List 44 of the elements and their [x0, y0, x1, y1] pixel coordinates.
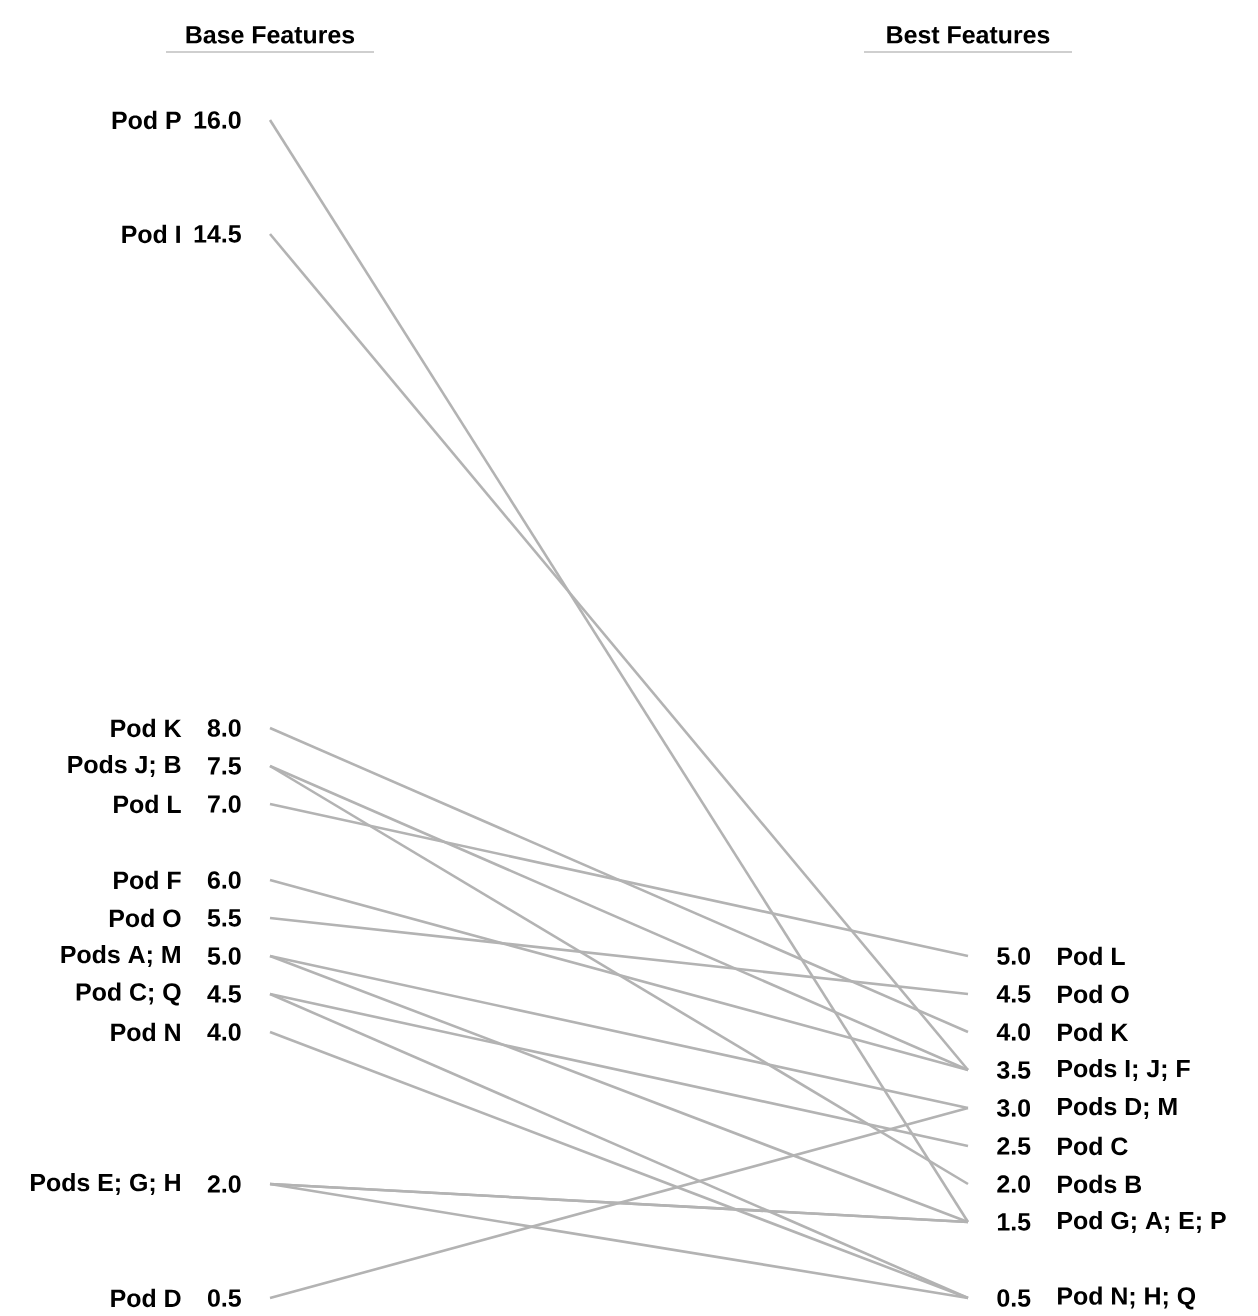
annotation: Pod I [122, 224, 180, 244]
data-label: 4.5 [207, 985, 241, 1003]
annotation: Pod L [114, 794, 181, 814]
data-label: 4.0 [207, 1023, 241, 1041]
data-label: 5.0 [207, 947, 241, 965]
data-label: 16.0 [194, 111, 241, 129]
data-label: 3.5 [996, 1061, 1031, 1079]
data-label: 5.0 [997, 947, 1031, 965]
annotation: Pods E; G; H [31, 1173, 180, 1195]
data-label: 0.5 [207, 1289, 241, 1307]
data-label: 1.5 [997, 1213, 1031, 1231]
annotation: Pod O [1058, 984, 1129, 1004]
annotation: Pod F [114, 870, 181, 890]
annotation: Pod C [1058, 1136, 1128, 1156]
data-label: 2.0 [207, 1175, 241, 1193]
x-tick-label: Base Features [186, 26, 355, 44]
data-label: 14.5 [194, 225, 241, 243]
data-label: 0.5 [997, 1289, 1031, 1307]
data-label: 7.5 [208, 757, 241, 775]
annotation: Pods I; J; F [1058, 1059, 1190, 1081]
data-label: 4.0 [996, 1023, 1031, 1041]
data-label: 8.0 [207, 719, 241, 737]
data-label: 6.0 [207, 871, 241, 889]
annotation: Pod L [1058, 946, 1125, 966]
annotation: Pod O [109, 908, 181, 928]
annotation: Pod G; A; E; P [1058, 1211, 1226, 1233]
annotation: Pod N [111, 1022, 180, 1042]
annotation: Pod P [112, 110, 181, 130]
annotation: Pod K [1058, 1022, 1129, 1042]
annotation: Pods J; B [68, 755, 181, 777]
data-label: 2.0 [997, 1175, 1031, 1193]
data-label: 4.5 [996, 985, 1031, 1003]
annotation: Pod K [111, 718, 182, 738]
annotation: Pod N; H; Q [1058, 1286, 1196, 1310]
annotation: Pods D; M [1058, 1097, 1177, 1119]
annotation: Pods A; M [61, 945, 180, 967]
data-label: 3.0 [996, 1099, 1031, 1117]
annotation: Pods B [1058, 1174, 1142, 1194]
annotation: Pod D [111, 1288, 181, 1308]
annotation: Pod C; Q [76, 982, 181, 1006]
data-label: 5.5 [207, 909, 241, 927]
x-tick-label: Best Features [887, 26, 1050, 44]
data-label: 7.0 [208, 795, 241, 813]
data-label: 2.5 [997, 1137, 1031, 1155]
